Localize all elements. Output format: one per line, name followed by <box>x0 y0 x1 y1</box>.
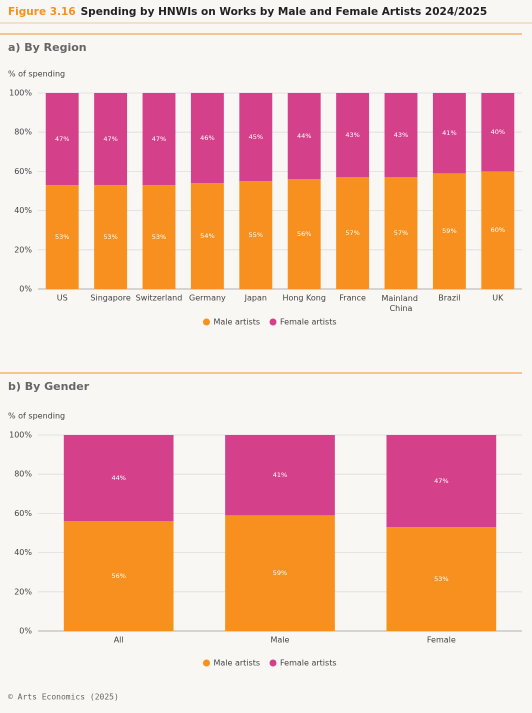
y-axis-label: % of spending <box>8 412 65 421</box>
value-label: 40% <box>491 128 505 136</box>
bar-segment <box>63 435 174 522</box>
value-label: 53% <box>103 233 117 241</box>
y-tick-label: 40% <box>14 206 32 215</box>
bar-segment <box>432 93 466 174</box>
bar-segment <box>287 179 321 289</box>
value-label: 54% <box>200 232 214 240</box>
bar-segment <box>190 93 224 184</box>
y-tick-label: 60% <box>14 509 32 518</box>
y-tick-label: 100% <box>9 431 32 440</box>
bar-segment <box>225 515 335 631</box>
bar-segment <box>190 183 224 289</box>
value-label: 44% <box>111 474 125 482</box>
bar-segment <box>239 93 273 182</box>
footer: © Arts Economics (2025) <box>8 693 119 702</box>
value-label: 53% <box>55 233 69 241</box>
figure-title: Spending by HNWIs on Works by Male and F… <box>81 6 488 18</box>
value-label: 47% <box>103 135 117 143</box>
legend-marker <box>202 659 210 667</box>
bar-segment <box>287 93 321 180</box>
value-label: 57% <box>394 229 408 237</box>
x-tick-label: Germany <box>189 294 226 303</box>
value-label: 60% <box>491 226 505 234</box>
value-label: 55% <box>249 231 263 239</box>
bar-segment <box>432 173 466 289</box>
y-axis-label: % of spending <box>8 70 65 79</box>
value-label: 53% <box>434 575 448 583</box>
legend-label: Male artists <box>213 318 260 327</box>
y-tick-label: 80% <box>14 128 32 137</box>
y-tick-label: 0% <box>19 627 32 636</box>
bar-segment <box>386 435 497 528</box>
x-tick-label: Mainland China <box>382 294 421 313</box>
value-label: 53% <box>152 233 166 241</box>
value-label: 46% <box>200 134 214 142</box>
bar-segment <box>336 93 370 178</box>
bar-segment <box>142 93 176 186</box>
y-tick-label: 20% <box>14 245 32 254</box>
value-label: 41% <box>442 129 456 137</box>
legend-label: Female artists <box>280 318 337 327</box>
y-tick-label: 0% <box>19 285 32 294</box>
value-label: 41% <box>273 471 287 479</box>
value-label: 44% <box>297 132 311 140</box>
bar-segment <box>45 93 79 186</box>
section-title: a) By Region <box>8 41 87 54</box>
x-tick-label: Male <box>271 636 290 645</box>
value-label: 43% <box>345 131 359 139</box>
bar-segment <box>239 181 273 289</box>
bar-segment <box>225 435 335 516</box>
x-tick-label: Switzerland <box>136 294 183 303</box>
bar-segment <box>94 185 128 289</box>
bar-segment <box>386 527 497 631</box>
value-label: 43% <box>394 131 408 139</box>
bar-segment <box>384 93 418 178</box>
y-tick-label: 40% <box>14 548 32 557</box>
value-label: 57% <box>345 229 359 237</box>
y-tick-label: 60% <box>14 167 32 176</box>
bar-segment <box>142 185 176 289</box>
section-title: b) By Gender <box>8 380 90 393</box>
x-tick-label: France <box>339 294 366 303</box>
x-tick-label: Female <box>427 636 456 645</box>
value-label: 47% <box>55 135 69 143</box>
x-tick-label: Brazil <box>438 294 460 303</box>
legend-marker <box>202 318 210 326</box>
bar-segment <box>94 93 128 186</box>
x-tick-label: UK <box>492 294 504 303</box>
value-label: 56% <box>297 230 311 238</box>
figure-number: Figure 3.16 <box>8 6 76 18</box>
bar-segment <box>63 521 174 631</box>
bar-segment <box>481 93 515 172</box>
value-label: 56% <box>111 572 125 580</box>
y-tick-label: 80% <box>14 470 32 479</box>
value-label: 59% <box>273 569 287 577</box>
y-tick-label: 100% <box>9 89 32 98</box>
x-tick-label: All <box>114 636 124 645</box>
legend-label: Female artists <box>280 659 337 668</box>
x-tick-label: Japan <box>244 294 267 303</box>
value-label: 45% <box>249 133 263 141</box>
value-label: 59% <box>442 227 456 235</box>
legend-marker <box>269 318 277 326</box>
bar-segment <box>336 177 370 289</box>
value-label: 47% <box>152 135 166 143</box>
bar-segment <box>481 171 515 289</box>
x-tick-label: Singapore <box>90 294 130 303</box>
bar-segment <box>384 177 418 289</box>
legend-label: Male artists <box>213 659 260 668</box>
legend-marker <box>269 659 277 667</box>
x-tick-label: US <box>57 294 68 303</box>
bar-segment <box>45 185 79 289</box>
value-label: 47% <box>434 477 448 485</box>
x-tick-label: Hong Kong <box>282 294 326 303</box>
y-tick-label: 20% <box>14 587 32 596</box>
figure-heading: Figure 3.16 Spending by HNWIs on Works by… <box>8 6 487 18</box>
